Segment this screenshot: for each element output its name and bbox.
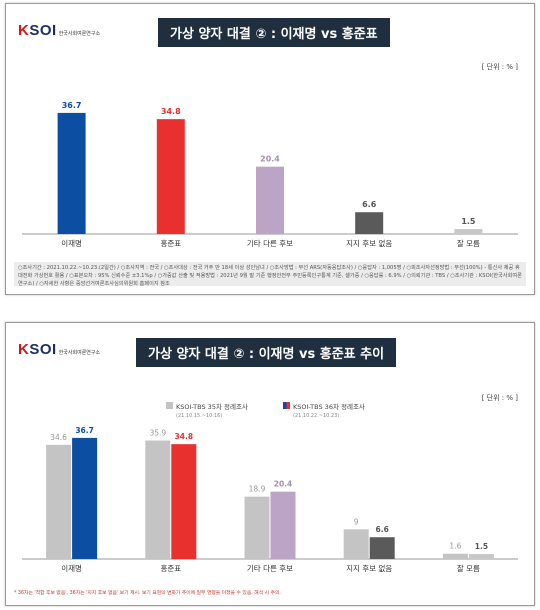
data-label-36: 20.4 — [274, 480, 293, 489]
bar-36 — [171, 444, 197, 559]
bar-35 — [145, 440, 171, 559]
bar — [156, 119, 185, 234]
data-label-36: 6.6 — [376, 525, 389, 534]
legend-item-35: KSOI-TBS 35차 정례조사 (21.10.15.~10.16) — [166, 401, 248, 419]
bar-35 — [244, 496, 270, 559]
survey-notes: ○조사기간 : 2021.10.22.~10.23.(2일간) / ○조사지역 … — [14, 262, 526, 286]
x-tick-label: 지지 후보 없음 — [346, 239, 392, 248]
trend-panel: KSOI 한국사회여론연구소 가상 양자 대결 ② : 이재명 vs 홍준표 추… — [5, 322, 535, 606]
legend-item-36: KSOI-TBS 36차 정례조사 (21.10.22.~10.23) — [283, 401, 365, 419]
bar — [454, 229, 483, 234]
unit-label: [ 단위 : % ] — [481, 394, 518, 402]
x-tick-label: 잘 모름 — [457, 239, 480, 248]
x-tick-label: 이재명 — [61, 563, 82, 573]
footnote: * 36차는 '적합 후보 없음', 36차는 '지지 후보 없음' 보기 제시… — [14, 591, 281, 596]
bar-35 — [46, 444, 72, 559]
x-tick-label: 홍준표 — [160, 238, 181, 248]
data-label-35: 34.6 — [50, 433, 67, 442]
data-label-36: 1.5 — [475, 542, 488, 551]
x-tick-label: 지지 후보 없음 — [346, 564, 392, 573]
legend-swatch — [283, 402, 290, 409]
bar-36 — [468, 554, 494, 559]
single-survey-panel: KSOI 한국사회여론연구소 가상 양자 대결 ② : 이재명 vs 홍준표 [… — [5, 3, 535, 295]
bar-36 — [270, 491, 296, 559]
legend-swatch — [166, 402, 173, 409]
data-label: 20.4 — [260, 155, 280, 164]
data-label-36: 36.7 — [75, 426, 94, 435]
bar — [256, 166, 284, 234]
x-tick-label: 기타 다른 후보 — [247, 564, 293, 573]
chart-title: 가상 양자 대결 ② : 이재명 vs 홍준표 추이 — [136, 338, 397, 367]
bar — [355, 212, 384, 234]
data-label-35: 35.9 — [149, 429, 166, 438]
unit-label: [ 단위 : % ] — [481, 63, 518, 71]
ksoi-logo: KSOI 한국사회여론연구소 — [18, 22, 101, 39]
data-label: 6.6 — [362, 200, 377, 209]
bar-36 — [72, 437, 98, 559]
data-label: 36.7 — [62, 101, 82, 110]
data-label-35: 9 — [354, 517, 359, 526]
x-tick-label: 이재명 — [61, 238, 82, 248]
chart-title: 가상 양자 대결 ② : 이재명 vs 홍준표 — [158, 18, 390, 47]
ksoi-logo: KSOI 한국사회여론연구소 — [18, 341, 101, 358]
x-tick-label: 잘 모름 — [457, 564, 480, 573]
x-tick-label: 홍준표 — [160, 563, 181, 573]
data-label: 34.8 — [161, 107, 181, 116]
data-label-35: 1.6 — [449, 542, 461, 551]
bar-36 — [369, 537, 395, 559]
bar — [57, 112, 86, 234]
bar-35 — [442, 553, 468, 559]
x-tick-label: 기타 다른 후보 — [247, 239, 293, 248]
data-label: 1.5 — [461, 217, 476, 226]
bar-chart-single: 36.7 이재명 34.8 홍준표 20.4 기타 다른 후보 6.6 지지 후보 없음 1.5… — [22, 101, 518, 248]
data-label-36: 34.8 — [175, 432, 194, 441]
bar-chart-trend: 34.6 36.7 이재명 35.9 34.8 홍준표 18.9 20.4 기타 다른 후보 9 6… — [22, 426, 518, 573]
bar-35 — [343, 529, 369, 559]
data-label-35: 18.9 — [249, 485, 266, 494]
